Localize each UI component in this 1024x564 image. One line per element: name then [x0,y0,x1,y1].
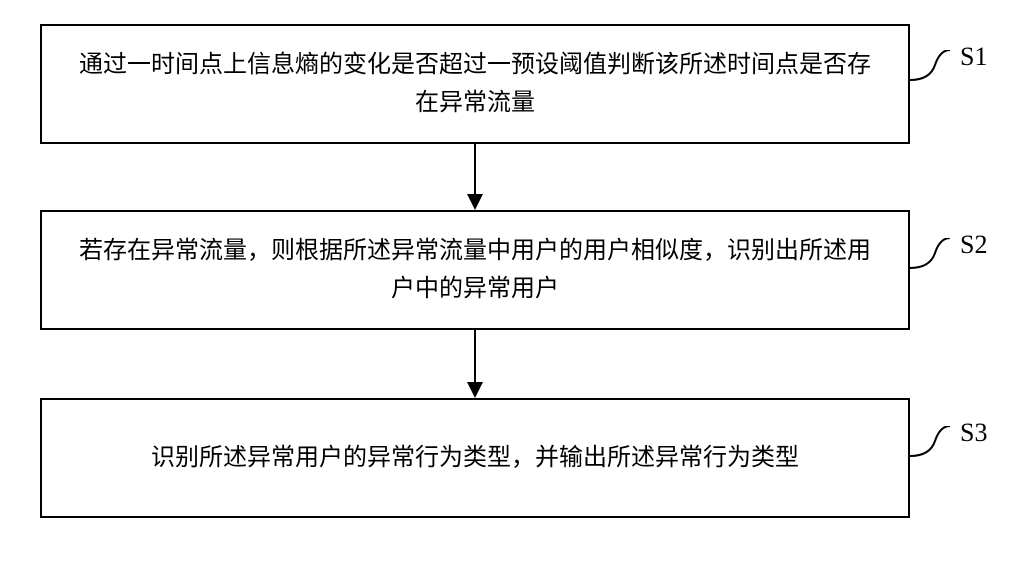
step-label-s1: S1 [960,42,987,72]
label-text: S2 [960,230,987,259]
label-text: S3 [960,418,987,447]
node-text: 识别所述异常用户的异常行为类型，并输出所述异常行为类型 [151,439,799,477]
step-label-s2: S2 [960,230,987,260]
node-text: 通过一时间点上信息熵的变化是否超过一预设阈值判断该所述时间点是否存在异常流量 [72,46,878,123]
label-connector-s1 [910,50,950,90]
arrow-s1-s2 [465,144,485,210]
flowchart-canvas: 通过一时间点上信息熵的变化是否超过一预设阈值判断该所述时间点是否存在异常流量 S… [0,0,1024,564]
flowchart-node-s3: 识别所述异常用户的异常行为类型，并输出所述异常行为类型 [40,398,910,518]
flowchart-node-s1: 通过一时间点上信息熵的变化是否超过一预设阈值判断该所述时间点是否存在异常流量 [40,24,910,144]
arrow-s2-s3 [465,330,485,398]
node-text: 若存在异常流量，则根据所述异常流量中用户的用户相似度，识别出所述用户中的异常用户 [72,232,878,309]
flowchart-node-s2: 若存在异常流量，则根据所述异常流量中用户的用户相似度，识别出所述用户中的异常用户 [40,210,910,330]
label-connector-s3 [910,426,950,466]
step-label-s3: S3 [960,418,987,448]
label-connector-s2 [910,238,950,278]
label-text: S1 [960,42,987,71]
